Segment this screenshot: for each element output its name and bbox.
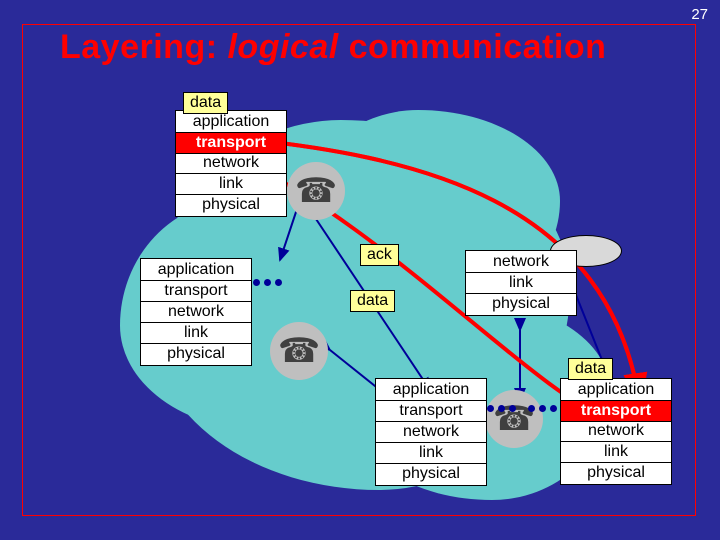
title-italic: logical [227,28,338,66]
protocol-stack-bottomMid: applicationtransportnetworklinkphysical [375,378,487,486]
layer-transport: transport [560,400,672,422]
layer-transport: transport [175,132,287,154]
phone-icon: ☎ [287,162,345,220]
connection-dots [487,405,516,412]
layer-network: network [376,422,486,443]
data-label: data [568,358,613,380]
layer-application: application [141,260,251,281]
layer-link: link [176,174,286,195]
page-number: 27 [691,6,708,23]
title-suffix: communication [339,28,607,66]
layer-transport: transport [376,401,486,422]
protocol-stack-topLeft: applicationtransportnetworklinkphysical [175,110,287,217]
data-label: data [183,92,228,114]
layer-link: link [466,273,576,294]
protocol-stack-router: networklinkphysical [465,250,577,316]
layer-network: network [176,153,286,174]
layer-physical: physical [141,344,251,364]
layer-physical: physical [376,464,486,484]
layer-link: link [376,443,486,464]
connection-dots [253,279,282,286]
protocol-stack-midLeft: applicationtransportnetworklinkphysical [140,258,252,366]
layer-link: link [561,442,671,463]
layer-network: network [141,302,251,323]
layer-network: network [466,252,576,273]
layer-link: link [141,323,251,344]
protocol-stack-bottomRight: applicationtransportnetworklinkphysical [560,378,672,485]
layer-physical: physical [561,463,671,483]
title-prefix: Layering: [60,28,227,66]
layer-application: application [561,380,671,401]
phone-icon: ☎ [485,390,543,448]
layer-application: application [376,380,486,401]
layer-physical: physical [176,195,286,215]
layer-physical: physical [466,294,576,314]
data-label: data [350,290,395,312]
layer-application: application [176,112,286,133]
slide-title: Layering: logical communication [60,28,606,67]
layer-network: network [561,421,671,442]
layer-transport: transport [141,281,251,302]
phone-icon: ☎ [270,322,328,380]
connection-dots [528,405,557,412]
ack-label: ack [360,244,399,266]
